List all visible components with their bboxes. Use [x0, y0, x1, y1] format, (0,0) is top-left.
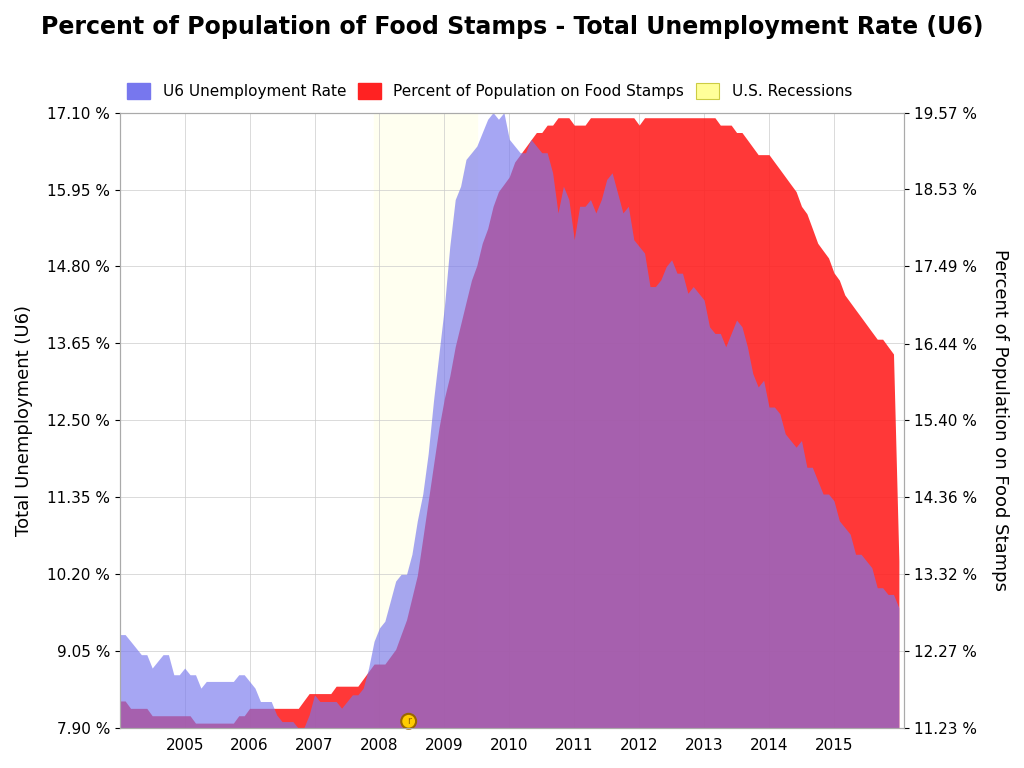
Text: Percent of Population of Food Stamps - Total Unemployment Rate (U6): Percent of Population of Food Stamps - T… — [41, 15, 983, 39]
Y-axis label: Percent of Population on Food Stamps: Percent of Population on Food Stamps — [991, 250, 1009, 591]
Legend: U6 Unemployment Rate, Percent of Population on Food Stamps, U.S. Recessions: U6 Unemployment Rate, Percent of Populat… — [127, 83, 852, 99]
Bar — [374, 113, 477, 728]
Y-axis label: Total Unemployment (U6): Total Unemployment (U6) — [15, 305, 33, 536]
Text: r: r — [407, 717, 411, 727]
